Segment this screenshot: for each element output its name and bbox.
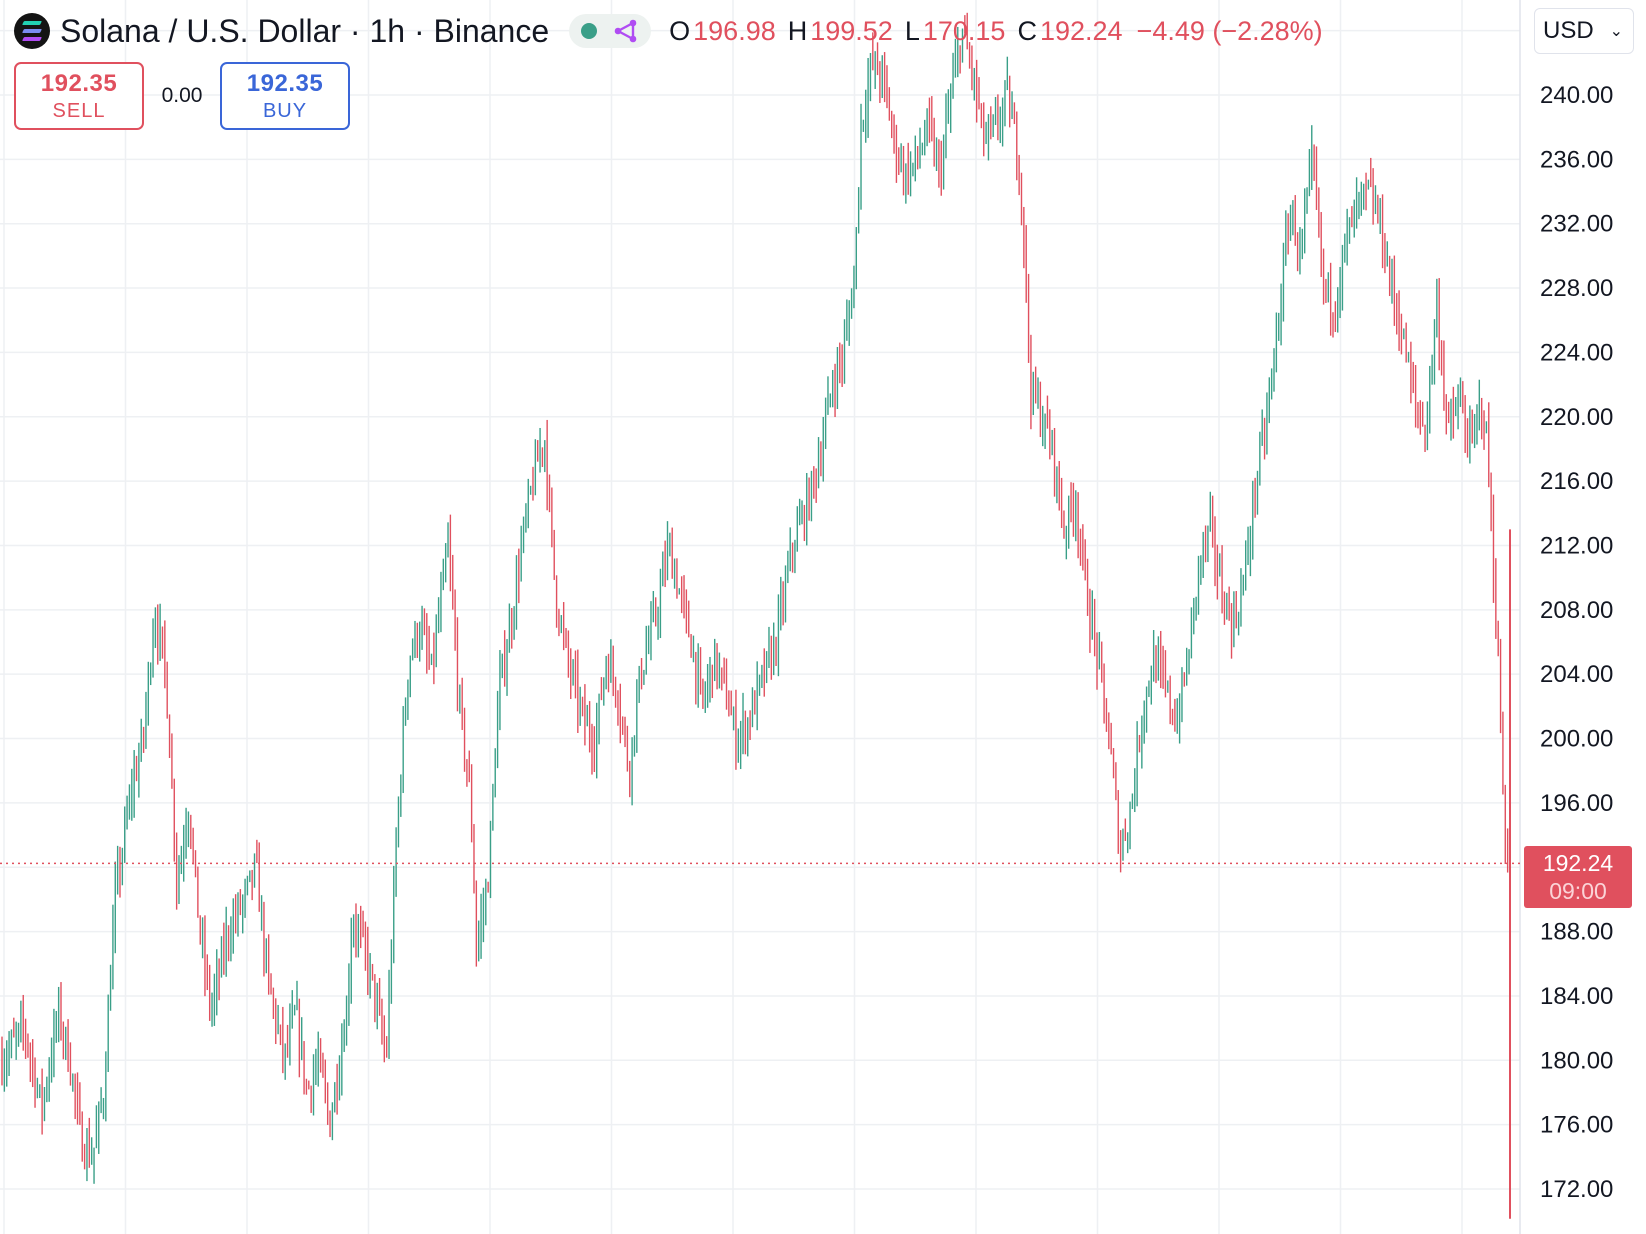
price-axis-tick: 208.00 [1540, 597, 1613, 624]
price-axis-tick: 176.00 [1540, 1112, 1613, 1139]
price-axis-tick: 216.00 [1540, 468, 1613, 495]
status-pill[interactable] [569, 14, 652, 48]
data-sharing-icon[interactable] [613, 19, 639, 43]
price-axis-tick: 184.00 [1540, 983, 1613, 1010]
ohlc-values: O 196.98 H 199.52 L 170.15 C 192.24 −4.49 (−… [669, 16, 1323, 47]
sell-price: 192.35 [40, 69, 118, 97]
solana-logo-icon [14, 13, 50, 49]
currency-value: USD [1543, 17, 1594, 44]
buy-price: 192.35 [246, 69, 324, 97]
price-axis-tick: 196.00 [1540, 790, 1613, 817]
low-value: 170.15 [922, 15, 1006, 46]
trade-panel: 192.35 SELL 0.00 192.35 BUY [14, 62, 350, 130]
market-open-dot-icon [581, 23, 598, 39]
high-label: H [787, 15, 808, 46]
price-axis-tick: 212.00 [1540, 532, 1613, 559]
candles [1, 12, 1511, 1184]
spread-value: 0.00 [161, 84, 203, 107]
last-price-value: 192.24 [1542, 850, 1614, 876]
price-axis-tick: 200.00 [1540, 726, 1613, 753]
sell-button[interactable]: 192.35 SELL [14, 62, 144, 130]
last-price-label: 192.24 09:00 [1524, 846, 1632, 908]
price-axis-tick: 232.00 [1540, 211, 1613, 238]
chevron-down-icon: ⌄ [1609, 23, 1623, 40]
high-value: 199.52 [810, 15, 893, 46]
low-label: L [904, 15, 920, 46]
sell-label: SELL [52, 99, 106, 122]
close-value: 192.24 [1039, 15, 1123, 46]
buy-button[interactable]: 192.35 BUY [220, 62, 350, 130]
price-axis-tick: 228.00 [1540, 275, 1613, 302]
close-label: C [1017, 15, 1037, 46]
price-axis-tick: 240.00 [1540, 82, 1613, 109]
open-value: 196.98 [693, 15, 776, 46]
bar-countdown: 09:00 [1549, 878, 1607, 904]
open-label: O [669, 15, 691, 46]
price-axis-tick: 236.00 [1540, 146, 1613, 173]
change-value: −4.49 (−2.28%) [1136, 15, 1323, 46]
buy-label: BUY [262, 99, 308, 122]
price-axis-tick: 172.00 [1540, 1176, 1613, 1203]
symbol-legend: Solana / U.S. Dollar · 1h · Binance O 196… [14, 8, 1323, 54]
price-axis-tick: 204.00 [1540, 661, 1613, 688]
price-axis-tick: 220.00 [1540, 404, 1613, 431]
price-axis-tick: 224.00 [1540, 339, 1613, 366]
currency-select[interactable]: USD ⌄ [1534, 8, 1634, 54]
price-axis-tick: 188.00 [1540, 919, 1613, 946]
symbol-title[interactable]: Solana / U.S. Dollar · 1h · Binance [60, 12, 550, 49]
price-axis-tick: 180.00 [1540, 1047, 1613, 1074]
